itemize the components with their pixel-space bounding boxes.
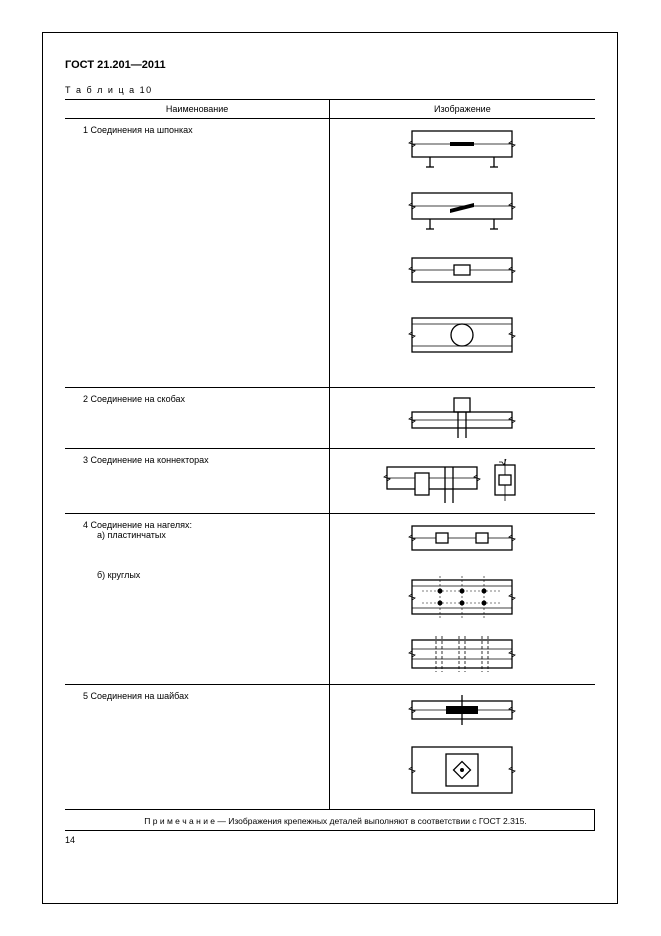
table-row [65,630,595,685]
cell-image [330,514,595,631]
cell-name: 3 Соединение на коннекторах [65,449,330,514]
cell-name: 1 Соединения на шпонках [65,119,330,388]
table-row: 4 Соединение на нагелях: а) пластинчатых… [65,514,595,631]
diagram-key-joints [397,123,527,383]
cell-name: 2 Соединение на скобах [65,388,330,449]
table-row: 2 Соединение на скобах [65,388,595,449]
diagram-round-dowels-dots [397,574,527,626]
cell-name [65,630,330,685]
diagram-staple-joint [397,392,527,444]
header-image: Изображение [330,100,595,119]
table-row: 3 Соединение на коннекторах [65,449,595,514]
cell-image [330,449,595,514]
diagram-round-dowels-side [397,634,527,680]
table-caption: Т а б л и ц а 10 [65,85,595,95]
diagram-washer-joint-side [397,689,527,735]
table-row: 5 Соединения на шайбах [65,685,595,810]
page-number: 14 [65,835,595,845]
cell-name: 4 Соединение на нагелях: а) пластинчатых… [65,514,330,631]
diagram-connector-joint [377,453,547,509]
note-row: П р и м е ч а н и е — Изображения крепеж… [65,810,595,831]
cell-image [330,685,595,810]
cell-name: 5 Соединения на шайбах [65,685,330,810]
note-cell: П р и м е ч а н и е — Изображения крепеж… [65,810,595,831]
table-row: 1 Соединения на шпонках [65,119,595,388]
cell-image [330,388,595,449]
main-table: Наименование Изображение 1 Соединения на… [65,99,595,831]
standard-title: ГОСТ 21.201—2011 [65,59,595,71]
cell-image [330,630,595,685]
diagram-plate-dowels [397,518,527,564]
page-frame: ГОСТ 21.201—2011 Т а б л и ц а 10 Наимен… [42,32,618,904]
diagram-washer-joint-plan [397,741,527,805]
cell-image [330,119,595,388]
header-name: Наименование [65,100,330,119]
